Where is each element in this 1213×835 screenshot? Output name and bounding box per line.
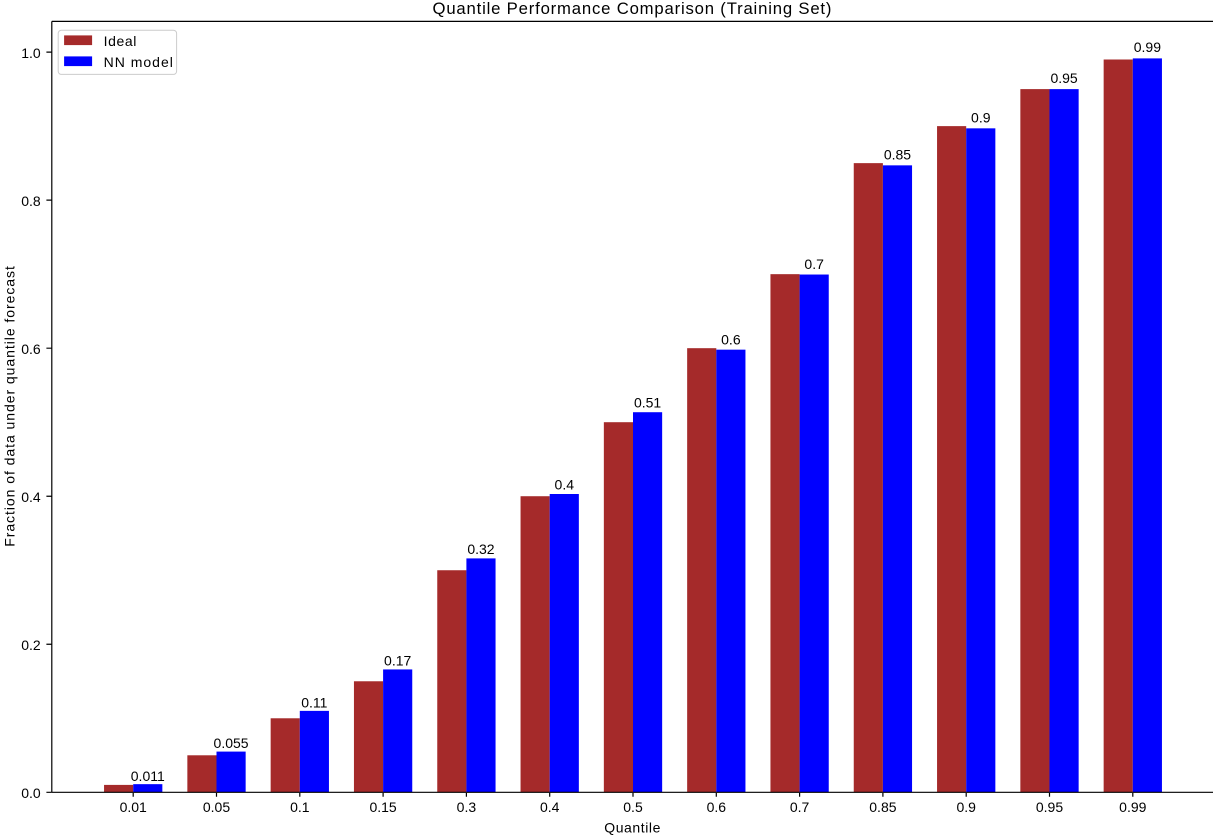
svg-text:0.17: 0.17: [384, 653, 411, 669]
svg-text:0.7: 0.7: [790, 799, 810, 815]
svg-text:0.9: 0.9: [971, 109, 991, 125]
svg-text:0.6: 0.6: [707, 799, 727, 815]
svg-text:Quantile: Quantile: [604, 820, 661, 835]
svg-text:0.8: 0.8: [21, 193, 41, 209]
svg-text:0.51: 0.51: [634, 394, 661, 410]
svg-text:0.85: 0.85: [869, 799, 896, 815]
svg-text:0.3: 0.3: [457, 799, 477, 815]
svg-text:0.4: 0.4: [555, 477, 575, 493]
svg-text:0.85: 0.85: [884, 146, 911, 162]
svg-text:0.6: 0.6: [21, 341, 41, 357]
svg-text:0.055: 0.055: [214, 735, 249, 751]
svg-text:Fraction of data under quantil: Fraction of data under quantile forecast: [2, 265, 18, 547]
svg-text:0.2: 0.2: [21, 637, 41, 653]
svg-text:0.95: 0.95: [1036, 799, 1063, 815]
svg-text:0.011: 0.011: [131, 768, 165, 784]
svg-text:Ideal: Ideal: [104, 33, 137, 49]
svg-text:0.95: 0.95: [1050, 70, 1077, 86]
svg-text:0.05: 0.05: [203, 799, 230, 815]
svg-text:0.9: 0.9: [956, 799, 976, 815]
svg-text:0.99: 0.99: [1134, 39, 1161, 55]
svg-text:0.4: 0.4: [540, 799, 560, 815]
svg-text:0.7: 0.7: [804, 256, 824, 272]
svg-text:0.32: 0.32: [467, 541, 494, 557]
svg-text:0.6: 0.6: [721, 332, 741, 348]
svg-text:0.11: 0.11: [301, 694, 327, 710]
svg-text:0.01: 0.01: [120, 799, 147, 815]
svg-text:1.0: 1.0: [21, 45, 41, 61]
svg-text:0.1: 0.1: [290, 799, 310, 815]
svg-text:NN model: NN model: [104, 54, 174, 70]
svg-text:0.5: 0.5: [623, 799, 643, 815]
svg-text:0.4: 0.4: [21, 489, 41, 505]
svg-text:0.99: 0.99: [1119, 799, 1146, 815]
svg-text:Quantile Performance Compariso: Quantile Performance Comparison (Trainin…: [433, 0, 833, 18]
svg-text:0.0: 0.0: [21, 785, 41, 801]
svg-text:0.15: 0.15: [369, 799, 396, 815]
